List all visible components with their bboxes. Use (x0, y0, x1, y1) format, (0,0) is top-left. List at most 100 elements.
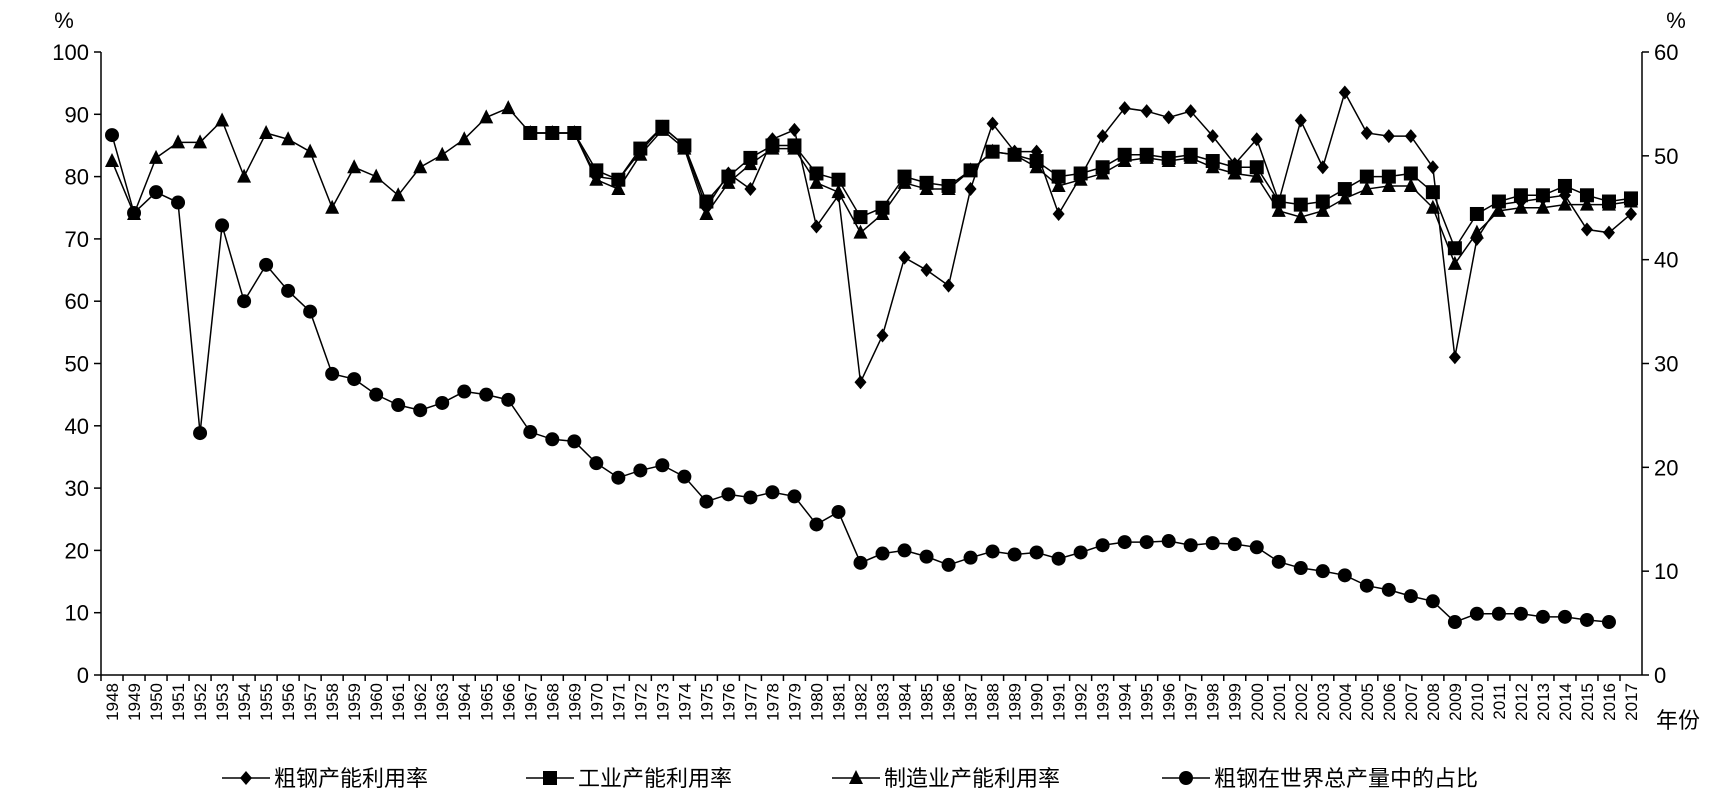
marker (1073, 545, 1088, 560)
series-line (530, 90, 1632, 385)
marker (1315, 564, 1330, 579)
y-axis-label: % (54, 8, 74, 33)
marker (149, 185, 164, 200)
marker (964, 182, 977, 197)
marker (543, 771, 557, 785)
marker (347, 159, 362, 174)
marker (1294, 113, 1307, 128)
y-tick-label: 90 (65, 102, 89, 127)
x-tick-label: 1998 (1204, 683, 1223, 721)
marker (413, 403, 428, 418)
y2-tick-label: 40 (1654, 248, 1678, 273)
legend-label: 粗钢在世界总产量中的占比 (1214, 766, 1478, 791)
marker (633, 463, 648, 478)
marker (963, 550, 978, 565)
x-axis-label: 年份 (1656, 708, 1700, 733)
marker (303, 304, 318, 319)
marker (1096, 129, 1109, 144)
marker (831, 172, 846, 187)
marker (1271, 554, 1286, 569)
marker (1557, 196, 1572, 211)
marker (1073, 171, 1088, 186)
y2-tick-label: 20 (1654, 455, 1678, 480)
x-tick-label: 1948 (103, 683, 122, 721)
marker (325, 199, 340, 214)
x-tick-label: 1993 (1094, 683, 1113, 721)
y2-axis-label: % (1666, 8, 1686, 33)
x-tick-label: 1994 (1116, 683, 1135, 721)
x-tick-label: 1975 (697, 683, 716, 721)
x-tick-label: 2007 (1402, 683, 1421, 721)
marker (171, 195, 186, 210)
marker (1293, 561, 1308, 576)
x-tick-label: 1952 (191, 683, 210, 721)
marker (259, 257, 274, 272)
x-tick-label: 1955 (257, 683, 276, 721)
x-tick-label: 1985 (918, 683, 937, 721)
marker (1293, 197, 1308, 212)
marker (435, 146, 450, 161)
marker (1337, 190, 1352, 205)
x-tick-label: 1972 (631, 683, 650, 721)
x-tick-label: 1999 (1226, 683, 1245, 721)
marker (1183, 538, 1198, 553)
marker (1183, 149, 1198, 164)
x-tick-label: 1949 (125, 683, 144, 721)
marker (193, 426, 208, 441)
marker (677, 140, 692, 155)
marker (787, 140, 802, 155)
marker (810, 219, 823, 234)
series-line (530, 125, 1632, 250)
x-tick-label: 1967 (521, 683, 540, 721)
marker (831, 184, 846, 199)
y2-tick-label: 60 (1654, 40, 1678, 65)
marker (1205, 536, 1220, 551)
marker (1179, 771, 1193, 785)
marker (920, 263, 933, 278)
marker (1271, 202, 1286, 217)
marker (919, 181, 934, 196)
x-tick-label: 1963 (433, 683, 452, 721)
y-tick-label: 0 (77, 663, 89, 688)
marker (611, 181, 626, 196)
marker (941, 181, 956, 196)
y-tick-label: 40 (65, 414, 89, 439)
x-tick-label: 1968 (543, 683, 562, 721)
marker (1161, 153, 1176, 168)
marker (1360, 125, 1373, 140)
marker (1535, 188, 1550, 203)
marker (589, 456, 604, 471)
x-tick-label: 1981 (829, 683, 848, 721)
marker (655, 458, 670, 473)
marker (1381, 177, 1396, 192)
marker (809, 517, 824, 532)
marker (1227, 537, 1242, 552)
marker (743, 156, 758, 171)
marker (1447, 615, 1462, 630)
marker (986, 116, 999, 131)
marker (1316, 160, 1329, 175)
marker (963, 162, 978, 177)
marker (523, 124, 538, 139)
marker (1601, 615, 1616, 630)
marker (1162, 110, 1175, 125)
y-tick-label: 80 (65, 165, 89, 190)
x-tick-label: 2009 (1446, 683, 1465, 721)
marker (1557, 178, 1572, 193)
x-tick-label: 1954 (235, 683, 254, 721)
y2-tick-label: 50 (1654, 144, 1678, 169)
x-tick-label: 1951 (169, 683, 188, 721)
marker (237, 294, 252, 309)
x-tick-label: 1966 (499, 683, 518, 721)
x-tick-label: 1978 (763, 683, 782, 721)
marker (589, 171, 604, 186)
marker (303, 143, 318, 158)
x-tick-label: 2010 (1468, 683, 1487, 721)
marker (1337, 568, 1352, 583)
marker (919, 549, 934, 564)
marker (1602, 225, 1615, 240)
marker (743, 490, 758, 505)
marker (501, 100, 516, 115)
marker (985, 544, 1000, 559)
x-tick-label: 1992 (1072, 683, 1091, 721)
